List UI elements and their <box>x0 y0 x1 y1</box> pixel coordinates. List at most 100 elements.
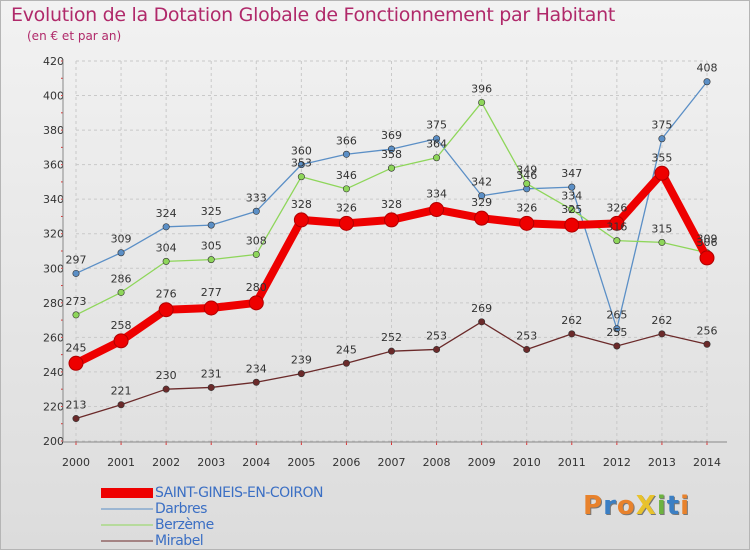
data-point <box>433 154 441 162</box>
data-label: 316 <box>606 221 627 234</box>
data-label: 304 <box>156 241 177 254</box>
data-point <box>158 302 174 318</box>
data-label: 221 <box>111 385 132 398</box>
data-label: 309 <box>111 233 132 246</box>
data-point <box>568 330 576 338</box>
data-label: 239 <box>291 354 312 367</box>
data-point <box>207 383 215 391</box>
legend-swatch <box>101 488 153 498</box>
data-point <box>72 415 80 423</box>
logo-letter: P <box>583 491 604 521</box>
data-label: 262 <box>561 314 582 327</box>
x-tick-label: 2000 <box>62 456 90 469</box>
data-point <box>162 257 170 265</box>
logo-letter: i <box>656 491 667 521</box>
data-label: 364 <box>426 138 447 151</box>
x-tick-label: 2004 <box>242 456 270 469</box>
y-tick-label: 360 <box>43 159 64 172</box>
data-point <box>523 345 531 353</box>
data-point <box>338 215 354 231</box>
data-label: 308 <box>246 234 267 247</box>
data-label: 355 <box>651 151 672 164</box>
legend-label: SAINT-GINEIS-EN-COIRON <box>155 485 324 501</box>
data-point <box>248 295 264 311</box>
data-point <box>519 215 535 231</box>
data-label: 277 <box>201 286 222 299</box>
data-label: 306 <box>697 236 718 249</box>
data-label: 347 <box>561 167 582 180</box>
data-label: 252 <box>381 331 402 344</box>
data-point <box>162 223 170 231</box>
data-label: 326 <box>336 201 357 214</box>
chart-subtitle: (en € et par an) <box>27 29 122 43</box>
data-label: 334 <box>561 190 582 203</box>
data-point <box>703 78 711 86</box>
x-tick-label: 2009 <box>468 456 496 469</box>
data-label: 342 <box>471 176 492 189</box>
data-point <box>564 217 580 233</box>
x-tick-label: 2013 <box>648 456 676 469</box>
data-point <box>113 333 129 349</box>
data-label: 326 <box>516 201 537 214</box>
data-label: 333 <box>246 191 267 204</box>
logo-letter: r <box>603 491 617 521</box>
y-tick-label: 300 <box>43 262 64 275</box>
y-tick-label: 200 <box>43 435 64 448</box>
data-point <box>203 300 219 316</box>
y-tick-label: 220 <box>43 400 64 413</box>
data-point <box>252 250 260 258</box>
data-point <box>613 325 621 333</box>
data-point <box>68 355 84 371</box>
data-label: 230 <box>156 369 177 382</box>
data-point <box>474 210 490 226</box>
data-point <box>207 256 215 264</box>
data-label: 358 <box>381 148 402 161</box>
legend-swatch <box>101 540 153 542</box>
data-point <box>658 238 666 246</box>
x-tick-label: 2012 <box>603 456 631 469</box>
x-tick-label: 2002 <box>152 456 180 469</box>
data-label: 280 <box>246 281 267 294</box>
data-point <box>293 212 309 228</box>
data-point <box>613 237 621 245</box>
data-label: 213 <box>66 399 87 412</box>
data-point <box>252 378 260 386</box>
logo-letter: X <box>635 491 657 521</box>
x-tick-label: 2003 <box>197 456 225 469</box>
data-point <box>342 150 350 158</box>
data-point <box>297 173 305 181</box>
y-tick-label: 340 <box>43 193 64 206</box>
data-label: 349 <box>516 164 537 177</box>
data-label: 273 <box>66 295 87 308</box>
data-point <box>72 311 80 319</box>
proxiti-logo: ProXiti <box>583 491 690 521</box>
data-label: 276 <box>156 288 177 301</box>
data-label: 265 <box>606 309 627 322</box>
legend-label: Darbres <box>155 501 207 517</box>
data-point <box>658 135 666 143</box>
data-label: 234 <box>246 362 267 375</box>
data-point <box>207 221 215 229</box>
y-tick-label: 320 <box>43 228 64 241</box>
data-label: 329 <box>471 196 492 209</box>
x-tick-label: 2008 <box>423 456 451 469</box>
y-tick-label: 420 <box>43 55 64 68</box>
data-label: 245 <box>66 341 87 354</box>
data-point <box>252 207 260 215</box>
data-label: 253 <box>516 329 537 342</box>
data-point <box>117 249 125 257</box>
data-label: 325 <box>561 203 582 216</box>
legend-label: Berzème <box>155 517 214 533</box>
data-label: 258 <box>111 319 132 332</box>
logo-letter: t <box>666 491 681 521</box>
data-point <box>387 347 395 355</box>
data-point <box>478 192 486 200</box>
x-tick-label: 2010 <box>513 456 541 469</box>
data-label: 375 <box>651 119 672 132</box>
x-tick-label: 2014 <box>693 456 721 469</box>
data-point <box>523 180 531 188</box>
data-label: 256 <box>697 324 718 337</box>
data-point <box>387 145 395 153</box>
x-tick-label: 2006 <box>332 456 360 469</box>
